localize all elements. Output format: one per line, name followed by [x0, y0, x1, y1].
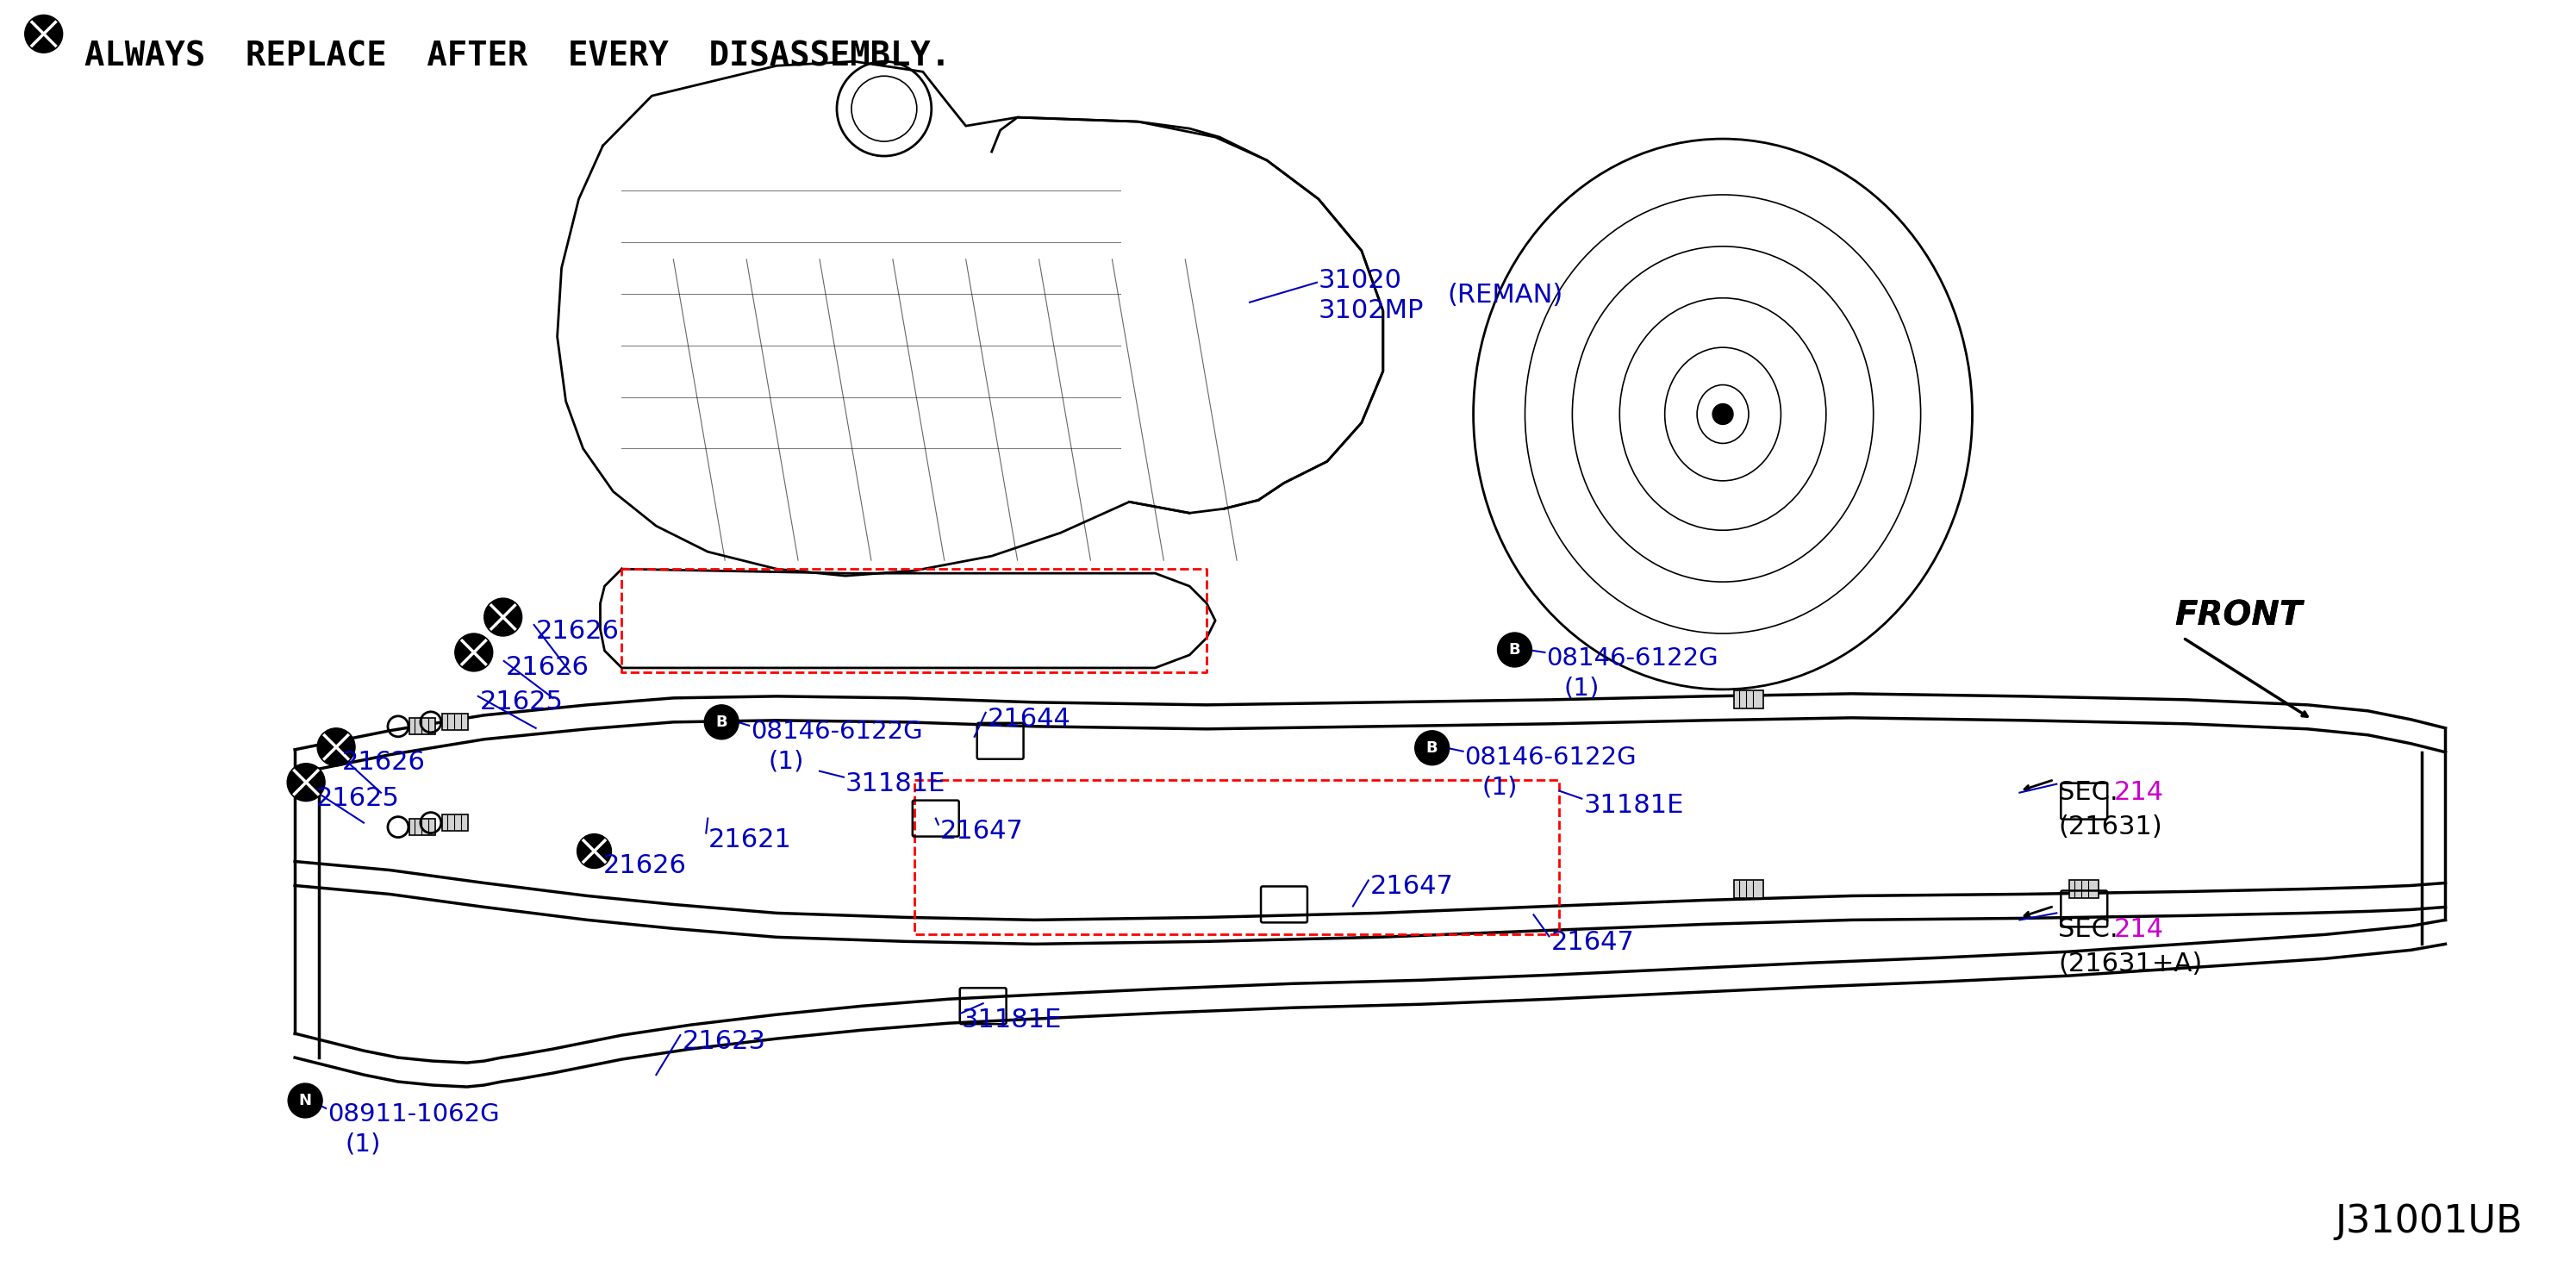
FancyBboxPatch shape — [443, 815, 469, 831]
Circle shape — [484, 599, 523, 636]
Circle shape — [1713, 404, 1734, 425]
Text: 21647: 21647 — [1370, 875, 1453, 899]
Circle shape — [1414, 730, 1450, 765]
Text: B: B — [716, 715, 726, 730]
Text: 21625: 21625 — [317, 785, 399, 811]
Circle shape — [577, 834, 611, 868]
Text: (1): (1) — [768, 749, 804, 774]
Circle shape — [286, 764, 325, 801]
Circle shape — [1497, 633, 1533, 668]
Text: 08911-1062G: 08911-1062G — [327, 1102, 500, 1127]
Text: B: B — [1510, 642, 1520, 657]
Text: 21626: 21626 — [603, 853, 685, 877]
Text: 214: 214 — [2115, 917, 2164, 943]
Text: 21626: 21626 — [343, 749, 425, 775]
FancyBboxPatch shape — [2069, 880, 2099, 898]
Circle shape — [703, 705, 739, 739]
Circle shape — [26, 15, 62, 52]
Text: 21644: 21644 — [987, 706, 1072, 732]
Text: (1): (1) — [1564, 677, 1600, 701]
Circle shape — [317, 728, 355, 766]
Text: (21631): (21631) — [2058, 815, 2161, 839]
Text: 21647: 21647 — [940, 819, 1023, 843]
FancyBboxPatch shape — [443, 714, 469, 730]
FancyBboxPatch shape — [1734, 880, 1762, 898]
Circle shape — [456, 633, 492, 671]
Text: 31181E: 31181E — [961, 1008, 1061, 1032]
Text: (21631+A): (21631+A) — [2058, 952, 2202, 977]
Text: 31181E: 31181E — [1584, 793, 1685, 817]
FancyBboxPatch shape — [1734, 691, 1762, 709]
Text: FRONT: FRONT — [2174, 599, 2303, 632]
Text: 21626: 21626 — [536, 619, 618, 643]
Text: 21626: 21626 — [505, 655, 590, 680]
Text: SEC.: SEC. — [2058, 780, 2117, 804]
Text: 31020: 31020 — [1319, 267, 1401, 293]
Text: 214: 214 — [2115, 780, 2164, 804]
Text: J31001UB: J31001UB — [2336, 1202, 2522, 1239]
Text: (1): (1) — [345, 1132, 381, 1156]
FancyBboxPatch shape — [410, 819, 435, 835]
Text: 31181E: 31181E — [845, 771, 945, 796]
Text: FRONT: FRONT — [2174, 599, 2303, 632]
Text: 21621: 21621 — [708, 828, 791, 852]
Text: (1): (1) — [1481, 775, 1517, 799]
Text: 21625: 21625 — [479, 689, 564, 715]
FancyBboxPatch shape — [410, 719, 435, 734]
Text: (REMAN): (REMAN) — [1448, 283, 1564, 307]
Text: 21623: 21623 — [683, 1030, 765, 1054]
Text: ALWAYS  REPLACE  AFTER  EVERY  DISASSEMBLY.: ALWAYS REPLACE AFTER EVERY DISASSEMBLY. — [85, 40, 951, 73]
Circle shape — [289, 1083, 322, 1118]
Text: SEC.: SEC. — [2058, 917, 2117, 943]
Text: N: N — [299, 1092, 312, 1109]
Text: B: B — [1427, 741, 1437, 756]
Text: 08146-6122G: 08146-6122G — [1466, 746, 1636, 770]
Text: 21647: 21647 — [1551, 930, 1633, 955]
Text: 08146-6122G: 08146-6122G — [750, 720, 922, 743]
Text: 08146-6122G: 08146-6122G — [1546, 646, 1718, 670]
Text: 3102MP: 3102MP — [1319, 298, 1425, 324]
